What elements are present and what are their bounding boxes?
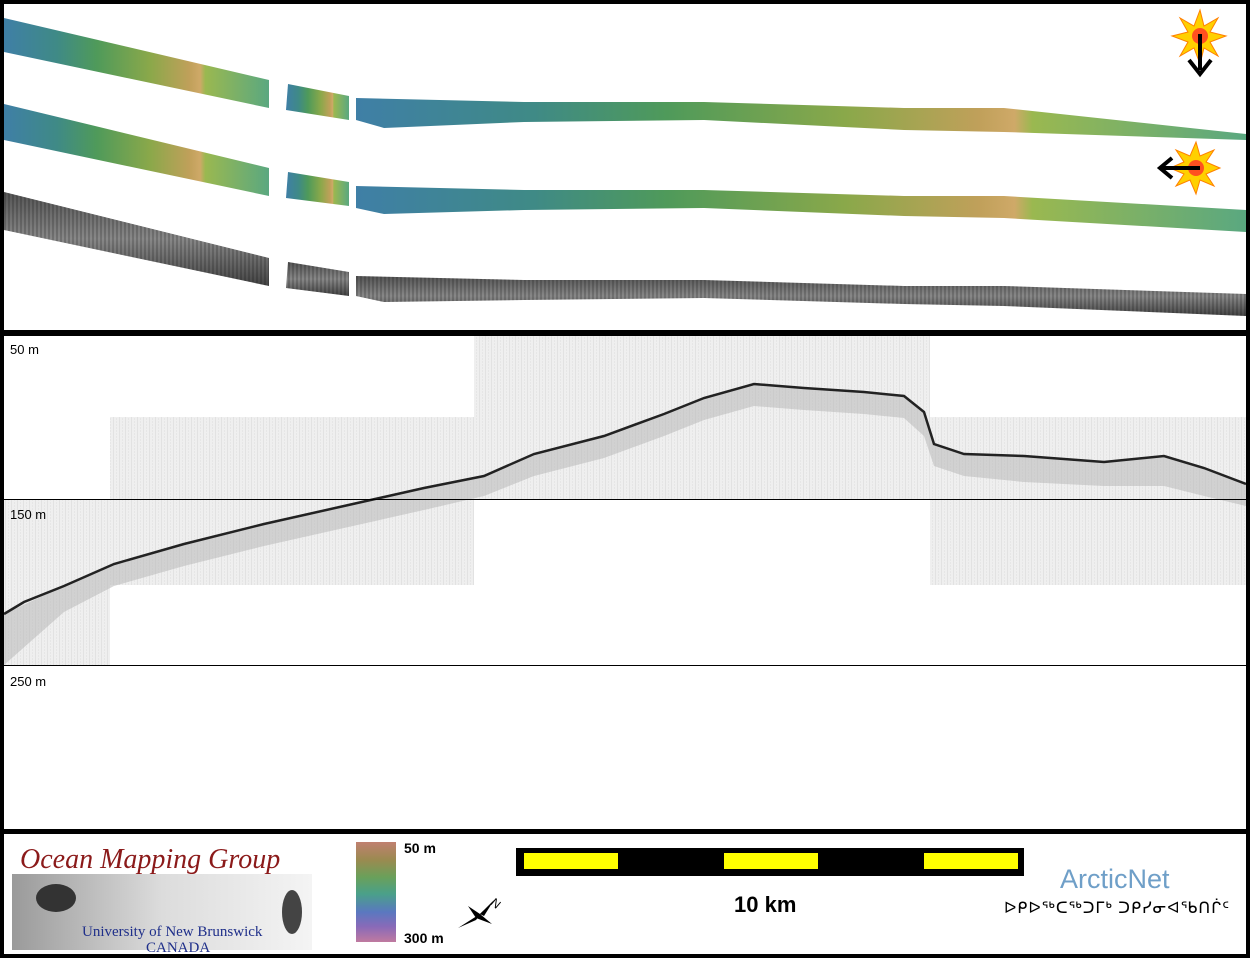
swath-map-panel [4,4,1246,330]
scale-segment [724,853,818,869]
depth-colorbar [356,842,396,942]
logo-background [12,874,312,950]
north-label: N [488,895,504,911]
echogram [4,336,1246,665]
depth-gridline [4,665,1246,666]
sun-illumination-icon-middle [1156,140,1222,196]
record-window [110,417,474,499]
backscatter-strip [4,192,1246,316]
depth-label-250: 250 m [10,674,47,689]
ocean-mapping-group-logo: Ocean Mapping Group University of New Br… [12,840,312,954]
scale-bar [516,848,1024,876]
colorbar-top-label: 50 m [404,840,436,856]
sun-illumination-icon-top [1170,8,1228,78]
colorbar-bottom-label: 300 m [404,930,444,946]
arcticnet-syllabics: ᐅᑭᐅᖅᑕᖅᑐᒥᒃ ᑐᑭᓯᓂᐊᖃᑎᒌᑦ [1004,900,1231,917]
logo-title: Ocean Mapping Group [20,844,281,875]
legend-footer: Ocean Mapping Group University of New Br… [4,834,1246,954]
depth-gridline [4,499,1246,500]
bathymetry-strip-middle [4,104,1246,232]
arcticnet-logo: ArcticNet [1060,864,1170,894]
swath-strips [4,8,1246,316]
north-arrow-icon: N [454,894,504,934]
depth-label-150: 150 m [10,507,47,522]
bathymetry-strip-top [4,18,1246,140]
logo-university: University of New Brunswick [82,924,263,940]
scale-segment [524,853,618,869]
record-window [930,499,1246,585]
scale-label: 10 km [734,892,797,917]
depth-label-50: 50 m [10,342,39,357]
logo-country: CANADA [146,940,211,954]
subbottom-profile-panel: 50 m 150 m 250 m [4,336,1246,829]
subsurface-echo [4,384,1246,665]
seafloor-reflector [4,382,1246,616]
scale-segment [924,853,1018,869]
